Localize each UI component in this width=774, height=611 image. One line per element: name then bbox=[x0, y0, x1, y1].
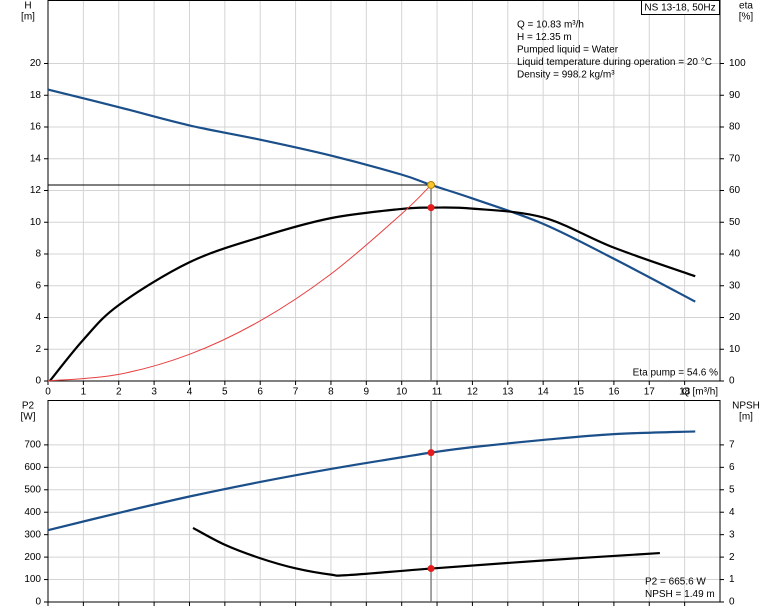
x-tick-label: 17 bbox=[644, 387, 656, 398]
y-axis-label: P2 bbox=[22, 401, 35, 412]
y2-tick-label: 4 bbox=[729, 507, 735, 518]
x-tick-label: 5 bbox=[222, 387, 228, 398]
y2-tick-label: 20 bbox=[729, 312, 741, 323]
y2-axis-label: NPSH bbox=[732, 401, 760, 412]
annotation: P2 = 665.6 W bbox=[645, 577, 706, 588]
series-line bbox=[47, 88, 696, 303]
annotation: Density = 998.2 kg/m³ bbox=[517, 70, 615, 81]
plot-frame bbox=[47, 400, 721, 603]
series-line bbox=[192, 526, 660, 577]
annotation: Q = 10.83 m³/h bbox=[517, 20, 584, 31]
operating-point-npsh bbox=[427, 565, 435, 573]
y2-tick-label: 1 bbox=[729, 574, 735, 585]
y2-tick-label: 0 bbox=[729, 597, 735, 608]
x-tick-label: 8 bbox=[328, 387, 334, 398]
y-tick-label: 400 bbox=[24, 507, 41, 518]
y-tick-label: 16 bbox=[30, 122, 42, 133]
title-box bbox=[641, 0, 720, 15]
x-tick-label: 12 bbox=[467, 387, 479, 398]
series-line bbox=[47, 184, 432, 382]
y-tick-label: 10 bbox=[30, 217, 42, 228]
eta-note: Eta pump = 54.6 % bbox=[633, 368, 718, 379]
y2-tick-label: 40 bbox=[729, 249, 741, 260]
y-tick-label: 0 bbox=[35, 597, 41, 608]
plot-frame bbox=[47, 0, 721, 382]
y2-tick-label: 3 bbox=[729, 529, 735, 540]
y2-tick-label: 7 bbox=[729, 440, 735, 451]
x-tick-label: 11 bbox=[432, 387, 443, 398]
y2-tick-label: 90 bbox=[729, 90, 741, 101]
x-tick-label: 6 bbox=[257, 387, 263, 398]
y-axis-label: H bbox=[24, 1, 31, 12]
operating-point-eta bbox=[427, 204, 435, 212]
annotation: Liquid temperature during operation = 20… bbox=[517, 57, 712, 68]
operating-point-h bbox=[427, 180, 436, 189]
x-tick-label: 10 bbox=[396, 387, 408, 398]
x-tick-label: 14 bbox=[538, 387, 550, 398]
y2-tick-label: 70 bbox=[729, 153, 741, 164]
y-tick-label: 700 bbox=[24, 440, 41, 451]
y-tick-label: 300 bbox=[24, 529, 41, 540]
y2-tick-label: 10 bbox=[729, 344, 741, 355]
x-tick-label: 15 bbox=[573, 387, 585, 398]
x-tick-label: 7 bbox=[293, 387, 299, 398]
x-tick-label: 16 bbox=[608, 387, 620, 398]
y2-tick-label: 2 bbox=[729, 552, 735, 563]
y2-tick-label: 80 bbox=[729, 122, 741, 133]
annotation: H = 12.35 m bbox=[517, 32, 572, 43]
y2-tick-label: 6 bbox=[729, 462, 735, 473]
x-axis-label: Q [m³/h] bbox=[682, 387, 718, 398]
y-tick-label: 8 bbox=[35, 249, 41, 260]
x-tick-label: 4 bbox=[187, 387, 193, 398]
y2-tick-label: 60 bbox=[729, 185, 741, 196]
chart-title: NS 13-18, 50Hz bbox=[644, 3, 715, 14]
y2-axis-unit: [m] bbox=[739, 412, 753, 423]
x-tick-label: 0 bbox=[45, 387, 51, 398]
y2-tick-label: 50 bbox=[729, 217, 741, 228]
x-tick-label: 3 bbox=[151, 387, 157, 398]
y-tick-label: 200 bbox=[24, 552, 41, 563]
y-tick-label: 600 bbox=[24, 462, 41, 473]
y2-tick-label: 100 bbox=[729, 58, 746, 69]
y-axis-unit: [W] bbox=[21, 412, 36, 423]
y2-tick-label: 0 bbox=[729, 376, 735, 387]
y-tick-label: 18 bbox=[30, 90, 42, 101]
y-tick-label: 100 bbox=[24, 574, 41, 585]
y2-tick-label: 30 bbox=[729, 280, 741, 291]
y-tick-label: 14 bbox=[30, 153, 42, 164]
y-tick-label: 6 bbox=[35, 280, 41, 291]
y2-axis-label: eta bbox=[739, 1, 753, 12]
y-tick-label: 4 bbox=[35, 312, 41, 323]
annotation: Pumped liquid = Water bbox=[517, 45, 619, 56]
y2-axis-unit: [%] bbox=[739, 12, 754, 23]
x-tick-label: 18 bbox=[679, 387, 691, 398]
x-tick-label: 9 bbox=[364, 387, 370, 398]
x-tick-label: 1 bbox=[81, 387, 87, 398]
y-tick-label: 2 bbox=[35, 344, 41, 355]
x-tick-label: 13 bbox=[502, 387, 514, 398]
y2-tick-label: 5 bbox=[729, 484, 735, 495]
series-line bbox=[48, 206, 696, 382]
annotation: NPSH = 1.49 m bbox=[645, 589, 715, 600]
series-line bbox=[47, 430, 696, 532]
y-tick-label: 12 bbox=[30, 185, 42, 196]
y-axis-unit: [m] bbox=[21, 12, 35, 23]
operating-point-p2 bbox=[427, 449, 435, 457]
y-tick-label: 0 bbox=[35, 376, 41, 387]
y-tick-label: 20 bbox=[30, 58, 42, 69]
x-tick-label: 2 bbox=[116, 387, 122, 398]
y-tick-label: 500 bbox=[24, 484, 41, 495]
